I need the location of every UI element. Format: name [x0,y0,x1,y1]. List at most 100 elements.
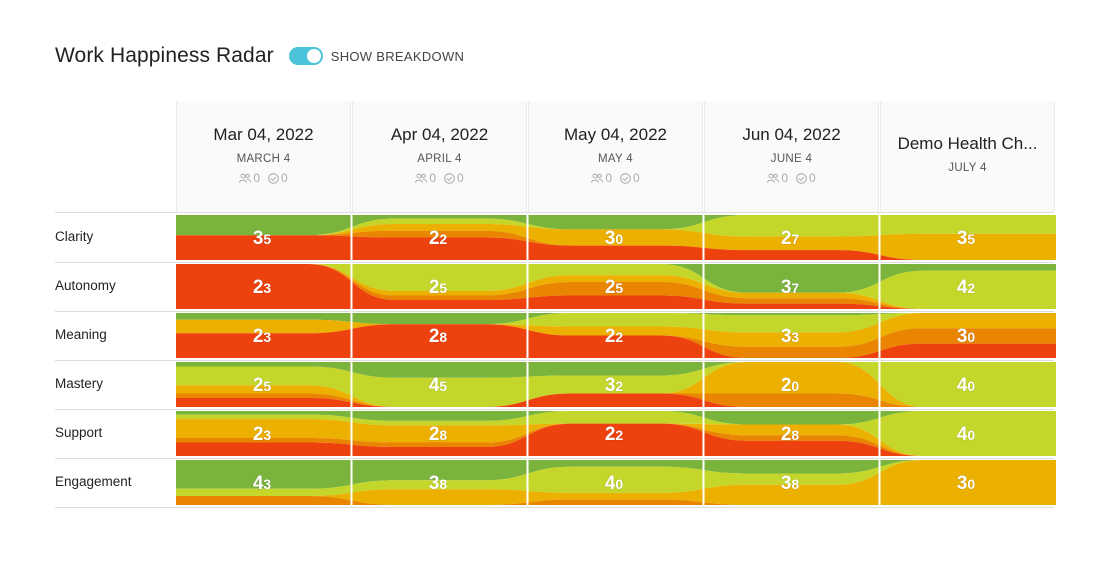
stream-clarity-yellow [176,224,1056,260]
participants-stat: 0 [239,171,260,185]
row-divider [55,458,1054,459]
row-divider [55,409,1054,410]
column-header-jun[interactable]: Jun 04, 2022 JUNE 4 0 0 [704,101,879,212]
show-breakdown-toggle[interactable] [288,47,323,65]
stream-meaning-red [176,324,1056,358]
cell-value[interactable]: 22 [604,326,624,348]
responses-stat: 0 [620,171,640,185]
stream-mastery-red [176,393,1056,407]
row-label-meaning: Meaning [55,327,107,342]
column-separator [878,213,881,507]
cell-value[interactable]: 38 [428,473,448,495]
check-circle-icon [268,172,279,184]
stream-meaning-yellow [176,313,1056,347]
people-icon [415,173,428,183]
stream-autonomy-lime [176,264,1056,309]
people-icon [239,173,252,183]
cell-value[interactable]: 25 [428,277,448,299]
column-sub: JULY 4 [948,162,987,174]
cell-value[interactable]: 25 [252,375,272,397]
row-divider [55,311,1054,312]
stream-autonomy-yellow [176,264,1056,309]
stream-mastery-orange [176,393,1056,407]
participants-stat: 0 [591,171,612,185]
column-sub: APRIL 4 [417,153,462,165]
row-label-autonomy: Autonomy [55,278,116,293]
cell-value[interactable]: 40 [956,375,976,397]
stream-support-green [176,411,1056,425]
cell-value[interactable]: 32 [604,375,624,397]
check-circle-icon [796,172,807,184]
column-sub: MAY 4 [598,153,633,165]
cell-value[interactable]: 23 [252,424,272,446]
stream-mastery-green [176,362,1056,378]
cell-value[interactable]: 37 [780,277,800,299]
stream-clarity-green [176,215,1056,236]
cell-value[interactable]: 40 [604,473,624,495]
row-label-mastery: Mastery [55,376,104,391]
column-sub: JUNE 4 [770,153,813,165]
stream-clarity-lime [176,215,1056,237]
column-stats: 0 0 [529,171,702,185]
people-icon [767,173,780,183]
check-circle-icon [444,172,455,184]
stream-support-red [176,423,1056,456]
cell-value[interactable]: 45 [428,375,448,397]
stream-meaning-green [176,313,1056,325]
cell-value[interactable]: 25 [604,277,624,299]
stream-engagement-lime [176,460,1056,496]
row-label-clarity: Clarity [55,229,94,244]
column-header-may[interactable]: May 04, 2022 MAY 4 0 0 [528,101,703,212]
column-header-apr[interactable]: Apr 04, 2022 APRIL 4 0 0 [352,101,527,212]
participants-stat: 0 [767,171,788,185]
row-divider [55,507,1054,508]
cell-value[interactable]: 43 [252,473,272,495]
cell-value[interactable]: 30 [956,473,976,495]
row-label-support: Support [55,425,103,440]
cell-value[interactable]: 28 [428,424,448,446]
column-separator [702,213,705,507]
cell-value[interactable]: 30 [956,326,976,348]
cell-value[interactable]: 22 [428,228,448,250]
column-stats: 0 0 [177,171,350,185]
cell-value[interactable]: 28 [428,326,448,348]
cell-value[interactable]: 27 [780,228,800,250]
stream-support-lime [176,411,1056,456]
cell-value[interactable]: 40 [956,424,976,446]
row-divider [55,360,1054,361]
cell-value[interactable]: 22 [604,424,624,446]
header: Work Happiness Radar SHOW BREAKDOWN [55,44,464,68]
row-label-engagement: Engagement [55,474,132,489]
cell-value[interactable]: 23 [252,277,272,299]
stream-mastery-lime [176,362,1056,407]
stream-autonomy-green [176,264,1056,293]
stream-mastery-yellow [176,362,1056,407]
toggle-label: SHOW BREAKDOWN [330,48,465,64]
page-title: Work Happiness Radar [55,44,274,67]
column-stats: 0 0 [705,171,878,185]
responses-stat: 0 [796,171,816,185]
cell-value[interactable]: 23 [252,326,272,348]
stream-meaning-orange [176,324,1056,358]
stream-clarity-red [176,235,1056,260]
check-circle-icon [620,172,631,184]
stream-engagement-yellow [176,460,1056,505]
cell-value[interactable]: 30 [604,228,624,250]
row-divider [55,212,1054,213]
stream-support-yellow [176,419,1056,456]
column-header-mar[interactable]: Mar 04, 2022 MARCH 4 0 0 [176,101,351,212]
cell-value[interactable]: 20 [780,375,800,397]
cell-value[interactable]: 35 [252,228,272,250]
column-header-demo[interactable]: Demo Health Ch... JULY 4 [880,101,1055,212]
cell-value[interactable]: 35 [956,228,976,250]
cell-value[interactable]: 42 [956,277,976,299]
cell-value[interactable]: 38 [780,473,800,495]
stream-autonomy-orange [176,264,1056,309]
column-stats: 0 0 [353,171,526,185]
toggle-knob [306,49,321,63]
cell-value[interactable]: 33 [780,326,800,348]
column-separator [350,213,353,507]
cell-value[interactable]: 28 [780,424,800,446]
responses-stat: 0 [268,171,288,185]
